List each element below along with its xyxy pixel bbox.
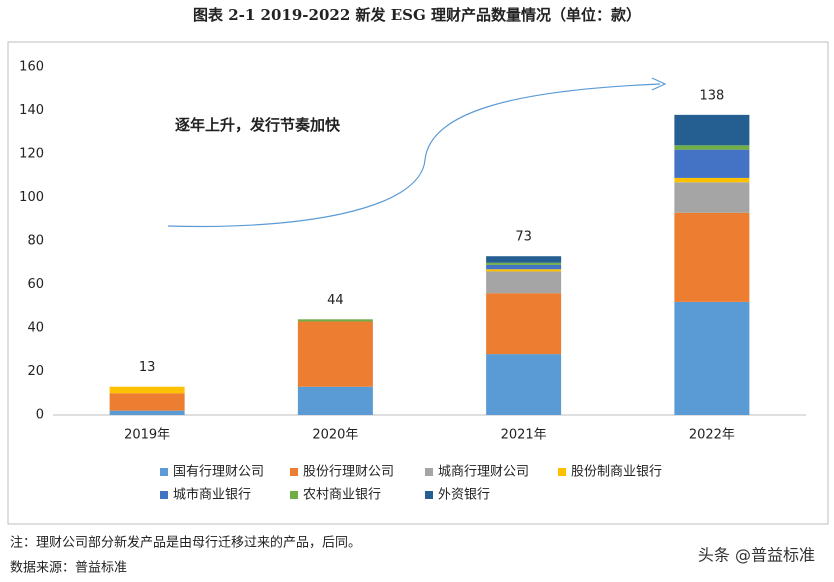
legend-swatch [425,468,433,476]
bar-segment [674,145,750,150]
legend-swatch [290,491,298,499]
note: 注：理财公司部分新发产品是由母行迁移过来的产品，后同。 [10,535,361,551]
trend-arrow [167,83,661,228]
bar-segment [109,386,185,394]
bar-segment [297,319,373,322]
legend-label: 城市商业银行 [173,487,251,503]
arrow-head [651,77,667,91]
chart-title: 图表 2-1 2019-2022 新发 ESG 理财产品数量情况（单位：款） [193,6,641,24]
x-tick-label: 2021年 [501,428,547,443]
legend-swatch [160,468,168,476]
y-tick-label: 60 [27,277,44,292]
legend-label: 股份行理财公司 [303,465,394,480]
annotation: 逐年上升，发行节奏加快 [175,116,341,134]
legend-label: 国有行理财公司 [173,465,264,480]
y-tick-label: 0 [36,408,44,423]
legend-swatch [160,491,168,499]
bar-segment [674,301,750,415]
bar-segment [486,354,562,415]
y-tick-label: 100 [19,190,44,205]
total-label: 138 [699,88,724,103]
total-label: 44 [327,293,344,308]
y-tick-label: 160 [19,60,44,75]
y-tick-label: 120 [19,147,44,162]
legend-label: 农村商业银行 [303,488,381,503]
x-tick-label: 2019年 [124,428,170,443]
bar-segment [486,271,562,294]
bar-segment [674,149,750,178]
bar-segment [486,256,562,263]
legend-label: 股份制商业银行 [571,465,662,480]
total-label: 13 [139,360,156,375]
y-tick-label: 140 [19,103,44,118]
bar-segment [674,177,750,183]
x-tick-label: 2020年 [312,428,358,443]
chart-frame [7,41,829,525]
legend-label: 城商行理财公司 [438,465,529,480]
y-tick-label: 40 [27,321,44,336]
bar-segment [674,114,750,146]
watermark: 头条 @普益标准 [698,546,815,565]
bar-segment [674,182,750,213]
x-tick-label: 2022年 [689,428,735,443]
bar-segment [109,393,185,411]
bar-segment [486,264,562,270]
bar-segment [486,262,562,265]
legend-label: 外资银行 [438,488,490,503]
legend-swatch [425,491,433,499]
legend-swatch [290,468,298,476]
bar-segment [486,269,562,272]
source: 数据来源：普益标准 [10,561,127,576]
bar-segment [297,386,373,415]
bar-segment [109,410,185,415]
bar-segment [486,293,562,355]
bar-segment [297,321,373,387]
bar-segment [674,212,750,302]
legend-swatch [558,468,566,476]
total-label: 73 [515,230,532,245]
y-tick-label: 20 [27,364,44,379]
y-tick-label: 80 [27,234,44,249]
